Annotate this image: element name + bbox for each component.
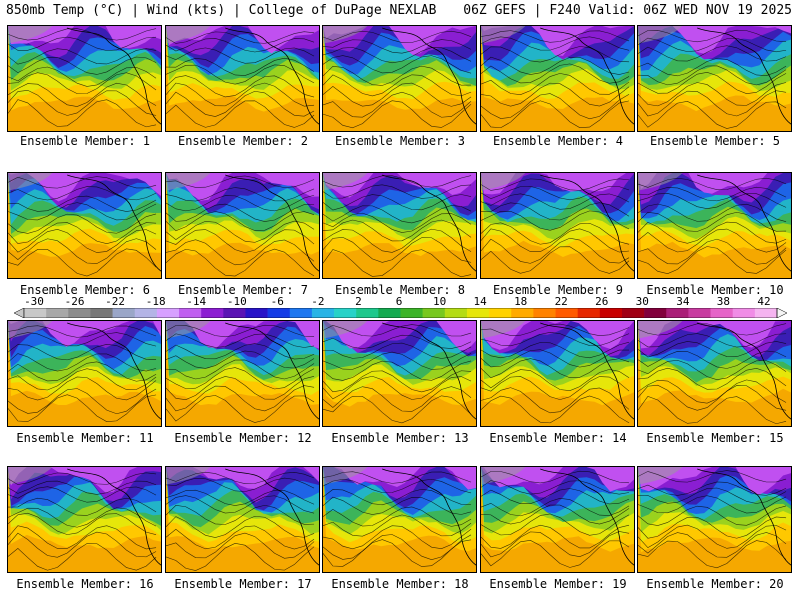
- ensemble-member-map: [637, 25, 792, 132]
- ensemble-member-label: Ensemble Member: 3: [334, 134, 466, 148]
- colorbar-swatch: [223, 308, 246, 318]
- colorbar-tick-label: -6: [270, 295, 284, 308]
- colorbar-swatch: [444, 308, 468, 318]
- ensemble-member-map: [637, 320, 792, 427]
- ensemble-member-label: Ensemble Member: 20: [646, 577, 784, 591]
- ensemble-member-map: [7, 172, 162, 279]
- colorbar-tick-label: 30: [635, 295, 649, 308]
- colorbar-swatch: [577, 308, 601, 318]
- colorbar-swatch: [666, 308, 689, 318]
- colorbar-tick-label: 6: [395, 295, 403, 308]
- ensemble-member-label: Ensemble Member: 14: [489, 431, 627, 445]
- ensemble-member-label: Ensemble Member: 11: [16, 431, 154, 445]
- colorbar-swatch: [754, 308, 778, 318]
- ensemble-member-label: Ensemble Member: 7: [177, 283, 309, 297]
- ensemble-member-label: Ensemble Member: 17: [174, 577, 312, 591]
- ensemble-member-map: [322, 466, 477, 573]
- colorbar-swatch: [68, 308, 91, 318]
- ensemble-member-map: [322, 320, 477, 427]
- colorbar-swatch: [422, 308, 446, 318]
- ensemble-member-label: Ensemble Member: 15: [646, 431, 784, 445]
- colorbar-swatch: [46, 308, 69, 318]
- ensemble-member-label: Ensemble Member: 4: [492, 134, 624, 148]
- ensemble-member-map: [637, 466, 792, 573]
- ensemble-member-map: [7, 320, 162, 427]
- ensemble-member-map: [165, 466, 320, 573]
- ensemble-member-map: [322, 172, 477, 279]
- run-valid-time: 06Z GEFS | F240 Valid: 06Z WED NOV 19 20…: [463, 3, 792, 18]
- colorbar-tick-label: -18: [145, 295, 166, 308]
- ensemble-member-map: [322, 25, 477, 132]
- ensemble-member-label: Ensemble Member: 10: [646, 283, 784, 297]
- colorbar-swatch: [400, 308, 423, 318]
- colorbar-swatch: [378, 308, 401, 318]
- ensemble-member-map: [165, 172, 320, 279]
- colorbar-swatch: [466, 308, 490, 318]
- ensemble-member-label: Ensemble Member: 6: [19, 283, 151, 297]
- colorbar-swatch: [156, 308, 180, 318]
- ensemble-member-label: Ensemble Member: 8: [334, 283, 466, 297]
- colorbar-swatch: [289, 308, 313, 318]
- colorbar-tick-label: 34: [676, 295, 690, 308]
- map-title: 850mb Temp (°C) | Wind (kts) | College o…: [6, 3, 437, 18]
- colorbar-swatch: [555, 308, 578, 318]
- colorbar-tick-label: 18: [514, 295, 528, 308]
- ensemble-member-map: [480, 466, 635, 573]
- colorbar-swatch: [688, 308, 711, 318]
- colorbar-swatch: [90, 308, 113, 318]
- colorbar-swatch: [599, 308, 623, 318]
- colorbar-tick-label: 22: [554, 295, 568, 308]
- colorbar-swatch: [334, 308, 357, 318]
- colorbar-swatch: [732, 308, 756, 318]
- colorbar-tick-label: -14: [186, 295, 207, 308]
- colorbar-tick-label: -26: [64, 295, 85, 308]
- colorbar-swatch: [356, 308, 379, 318]
- colorbar-swatch: [489, 308, 512, 318]
- temperature-colorbar: [14, 308, 787, 318]
- colorbar-tick-label: -10: [226, 295, 247, 308]
- colorbar-swatch: [644, 308, 667, 318]
- ensemble-member-map: [165, 25, 320, 132]
- ensemble-member-map: [7, 25, 162, 132]
- ensemble-member-label: Ensemble Member: 13: [331, 431, 469, 445]
- colorbar-tick-label: -22: [105, 295, 126, 308]
- colorbar-swatch: [267, 308, 291, 318]
- colorbar-tick-label: 14: [473, 295, 487, 308]
- ensemble-member-label: Ensemble Member: 1: [19, 134, 151, 148]
- colorbar-tick-label: 2: [355, 295, 362, 308]
- ensemble-member-map: [637, 172, 792, 279]
- colorbar-swatch: [533, 308, 556, 318]
- ensemble-member-map: [165, 320, 320, 427]
- ensemble-member-label: Ensemble Member: 2: [177, 134, 309, 148]
- ensemble-member-map: [480, 172, 635, 279]
- colorbar-swatch: [710, 308, 734, 318]
- colorbar-tick-label: 38: [716, 295, 731, 308]
- ensemble-member-label: Ensemble Member: 5: [649, 134, 781, 148]
- colorbar-swatch: [311, 308, 335, 318]
- colorbar-tick-label: 26: [595, 295, 609, 308]
- colorbar-swatch: [621, 308, 645, 318]
- colorbar-swatch: [201, 308, 224, 318]
- colorbar-swatch: [24, 308, 47, 318]
- ensemble-member-label: Ensemble Member: 9: [492, 283, 624, 297]
- ensemble-member-label: Ensemble Member: 12: [174, 431, 312, 445]
- ensemble-member-map: [480, 320, 635, 427]
- colorbar-tick-label: 42: [757, 295, 771, 308]
- colorbar-swatch: [134, 308, 158, 318]
- ensemble-member-map: [7, 466, 162, 573]
- colorbar-swatch: [179, 308, 202, 318]
- ensemble-member-label: Ensemble Member: 18: [331, 577, 469, 591]
- colorbar-tick-label: 10: [432, 295, 447, 308]
- colorbar-swatch: [245, 308, 268, 318]
- ensemble-member-label: Ensemble Member: 19: [489, 577, 627, 591]
- colorbar-swatch: [112, 308, 136, 318]
- colorbar-tick-label: -2: [311, 295, 325, 308]
- ensemble-member-label: Ensemble Member: 16: [16, 577, 154, 591]
- colorbar-tick-label: -30: [24, 295, 44, 308]
- colorbar-swatch: [511, 308, 534, 318]
- ensemble-member-map: [480, 25, 635, 132]
